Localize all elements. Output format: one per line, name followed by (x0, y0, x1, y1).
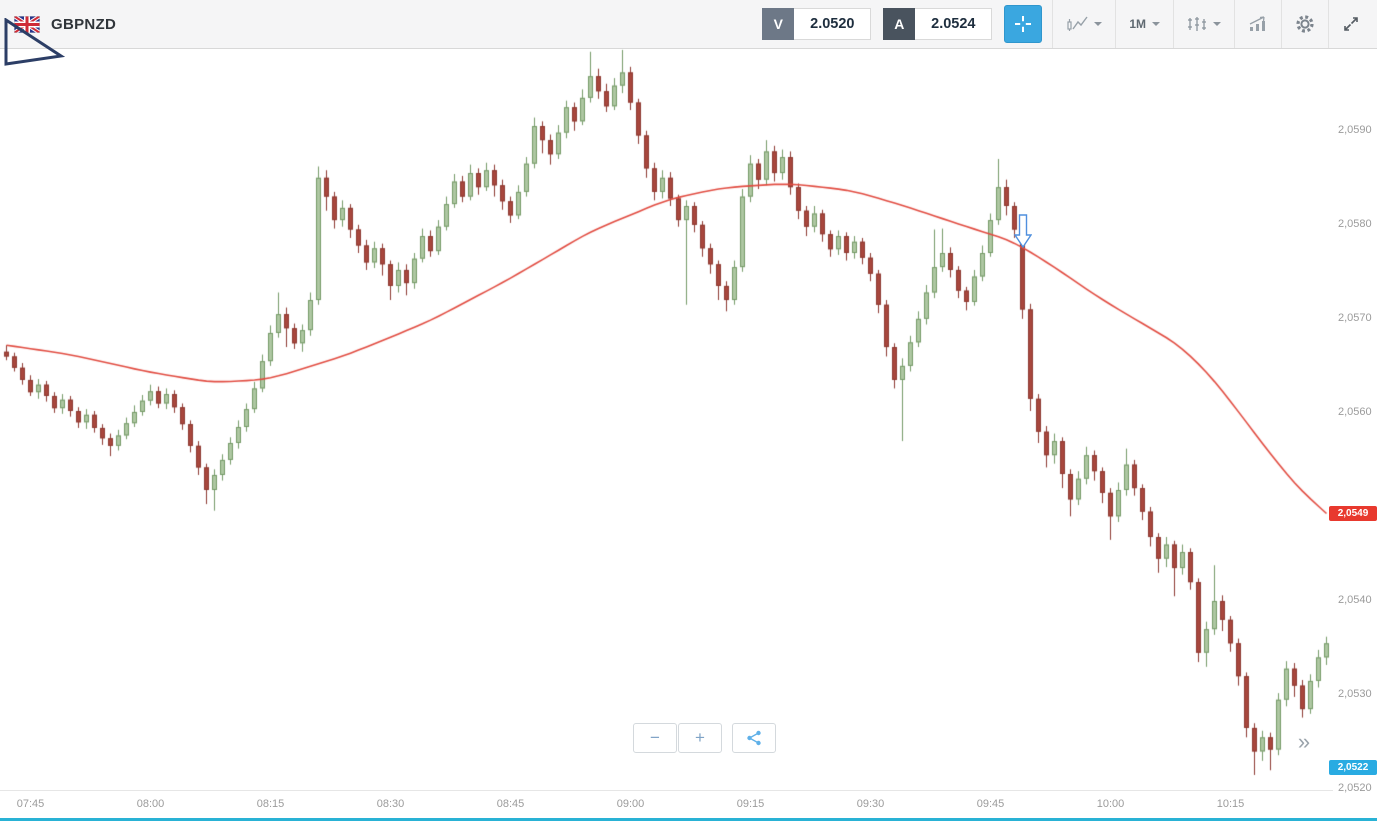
time-axis-label: 07:45 (16, 798, 45, 810)
timeframe-label: 1M (1129, 17, 1146, 31)
ma-price-marker: 2,0549 (1329, 506, 1377, 521)
sell-button[interactable]: V 2.0520 (762, 8, 872, 40)
instrument-header: GBPNZD (0, 15, 117, 33)
time-axis: 07:45 08:00 08:15 08:30 08:45 09:00 09:15 09:30… (0, 790, 1333, 821)
time-axis-label: 08:45 (496, 798, 525, 810)
price-chart-canvas[interactable] (0, 48, 1333, 790)
sell-buy-widget: V 2.0520 A 2.0524 (762, 8, 993, 40)
time-axis-label: 09:00 (616, 798, 645, 810)
time-axis-label: 10:00 (1096, 798, 1125, 810)
price-axis-label: 2,0530 (1338, 688, 1372, 701)
share-icon (747, 730, 761, 746)
price-axis-label: 2,0540 (1338, 593, 1372, 606)
toolbar-divider (1052, 0, 1054, 48)
chevron-down-icon (1152, 22, 1160, 26)
toolbar-divider (1234, 0, 1235, 48)
zoom-in-button[interactable]: + (678, 723, 722, 753)
toolbar-actions: V 2.0520 A 2.0524 (762, 0, 1377, 48)
price-axis-label: 2,0520 (1338, 782, 1372, 795)
signals-button[interactable] (1235, 0, 1281, 48)
time-axis-label: 09:15 (736, 798, 765, 810)
time-axis-label: 08:00 (136, 798, 165, 810)
toolbar-divider (1115, 0, 1117, 48)
timeframe-button[interactable]: 1M (1116, 0, 1173, 48)
indicators-icon (1188, 17, 1206, 31)
instrument-flag-icon (14, 15, 40, 33)
zoom-controls: − + (633, 723, 776, 753)
zoom-out-button[interactable]: − (633, 723, 677, 753)
share-button[interactable] (732, 723, 776, 753)
toolbar-divider (1281, 0, 1282, 48)
fullscreen-button[interactable] (1329, 0, 1373, 48)
crosshair-button[interactable] (1004, 5, 1043, 43)
signals-icon (1249, 16, 1265, 31)
chart-type-button[interactable] (1053, 0, 1115, 48)
gear-icon (1296, 15, 1314, 33)
chart-type-icon (1067, 16, 1088, 31)
time-axis-label: 09:45 (976, 798, 1005, 810)
chevron-down-icon (1094, 22, 1103, 26)
crosshair-icon (1015, 16, 1032, 32)
toolbar: GBPNZD V 2.0520 A 2.0524 (0, 0, 1377, 49)
buy-label: A (883, 8, 916, 40)
price-axis-label: 2,0580 (1338, 217, 1372, 230)
buy-button[interactable]: A 2.0524 (883, 8, 993, 40)
settings-button[interactable] (1282, 0, 1328, 48)
collapse-button[interactable]: » (1286, 724, 1322, 760)
instrument-symbol: GBPNZD (51, 15, 117, 33)
price-axis: 2,0549 2,0522 2,0590 2,0580 2,0570 2,0560 2,… (1329, 0, 1377, 821)
price-axis-label: 2,0590 (1338, 123, 1372, 136)
time-axis-label: 09:30 (856, 798, 885, 810)
indicators-button[interactable] (1174, 0, 1234, 48)
current-price-marker: 2,0522 (1329, 759, 1377, 775)
sell-label: V (762, 8, 795, 40)
time-axis-label: 10:15 (1216, 798, 1245, 810)
bottom-accent-bar (0, 818, 1377, 821)
chevron-down-icon (1213, 22, 1221, 26)
price-axis-label: 2,0570 (1338, 311, 1372, 324)
fullscreen-icon (1344, 17, 1358, 31)
sell-price: 2.0520 (794, 8, 872, 40)
toolbar-divider (1173, 0, 1174, 48)
price-axis-label: 2,0560 (1338, 405, 1372, 418)
buy-price: 2.0524 (915, 8, 993, 40)
toolbar-divider (1328, 0, 1329, 48)
time-axis-label: 08:15 (256, 798, 285, 810)
time-axis-label: 08:30 (376, 798, 405, 810)
